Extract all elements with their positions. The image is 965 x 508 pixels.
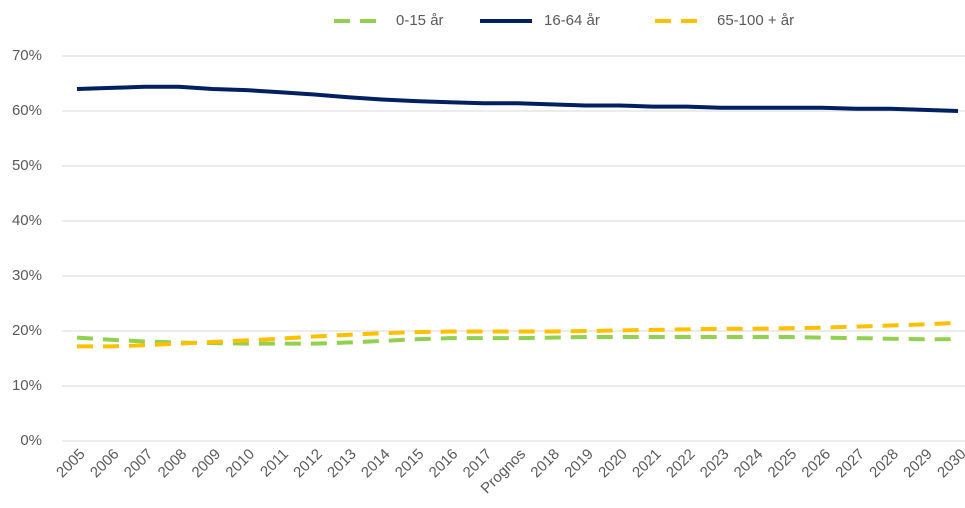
- x-tick-label: 2018: [527, 446, 563, 482]
- x-tick-label: 2027: [832, 446, 868, 482]
- x-tick-label: 2024: [731, 446, 767, 482]
- series-line: [76, 335, 958, 346]
- y-tick-label: 30%: [12, 267, 42, 284]
- x-tick-label: 2023: [697, 446, 733, 482]
- y-tick-label: 20%: [12, 322, 42, 339]
- y-tick-label: 70%: [12, 47, 42, 64]
- series-line: [76, 84, 959, 113]
- x-tick-label: 2008: [155, 446, 191, 482]
- legend-label: 0-15 år: [396, 12, 444, 29]
- x-tick-label: 2015: [392, 446, 428, 482]
- x-tick-label: 2006: [87, 446, 123, 482]
- x-tick-label: 2010: [222, 446, 258, 482]
- y-tick-label: 0%: [20, 432, 42, 449]
- legend-label: 16-64 år: [544, 12, 600, 29]
- x-tick-label: 2009: [189, 446, 225, 482]
- y-tick-label: 50%: [12, 157, 42, 174]
- x-tick-label: 2022: [663, 446, 699, 482]
- series-line: [77, 320, 959, 349]
- x-tick-label: 2014: [358, 446, 394, 482]
- y-tick-label: 40%: [12, 212, 42, 229]
- x-tick-label: 2013: [324, 446, 360, 482]
- x-tick-label: 2028: [866, 446, 902, 482]
- x-tick-label: 2021: [629, 446, 665, 482]
- x-tick-label: 2016: [426, 446, 462, 482]
- x-tick-label: 2011: [257, 446, 292, 481]
- x-tick-label: 2005: [53, 446, 89, 482]
- x-tick-label: 2030: [934, 446, 965, 482]
- x-tick-label: 2019: [561, 446, 597, 482]
- x-tick-label: 2012: [290, 446, 326, 482]
- x-tick-label: 2020: [595, 446, 631, 482]
- x-tick-label: 2029: [900, 446, 936, 482]
- y-tick-label: 10%: [12, 377, 42, 394]
- y-tick-label: 60%: [12, 102, 42, 119]
- legend-label: 65-100 + år: [717, 12, 794, 29]
- x-tick-label: 2007: [121, 446, 157, 482]
- x-tick-label: 2026: [798, 446, 834, 482]
- x-tick-label: 2025: [765, 446, 801, 482]
